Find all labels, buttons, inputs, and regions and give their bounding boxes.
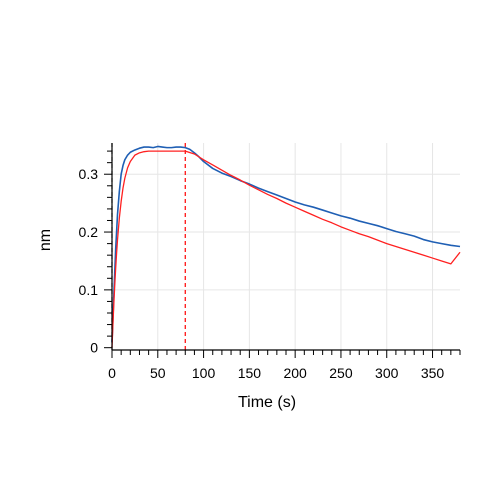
x-tick-label: 150 [238, 365, 262, 381]
y-tick-label: 0.3 [79, 166, 99, 182]
x-tick-label: 50 [150, 365, 166, 381]
y-tick-label: 0.1 [79, 282, 99, 298]
x-tick-label: 200 [283, 365, 307, 381]
x-tick-label: 0 [108, 365, 116, 381]
grid-lines [112, 143, 460, 350]
x-tick-label: 100 [192, 365, 216, 381]
x-tick-label: 300 [375, 365, 399, 381]
y-tick-label: 0 [90, 340, 98, 356]
x-tick-label: 350 [421, 365, 445, 381]
fit-series-line [111, 150, 461, 348]
data-series [111, 145, 461, 348]
x-tick-label: 250 [329, 365, 353, 381]
measured-series-line [111, 145, 461, 342]
y-axis-title: nm [37, 229, 54, 251]
y-tick-label: 0.2 [79, 224, 99, 240]
x-axis-title: Time (s) [238, 394, 296, 411]
ticks: 0 50 100 150 200 250 300 350 0 0.1 0.2 0.3 [79, 150, 461, 381]
